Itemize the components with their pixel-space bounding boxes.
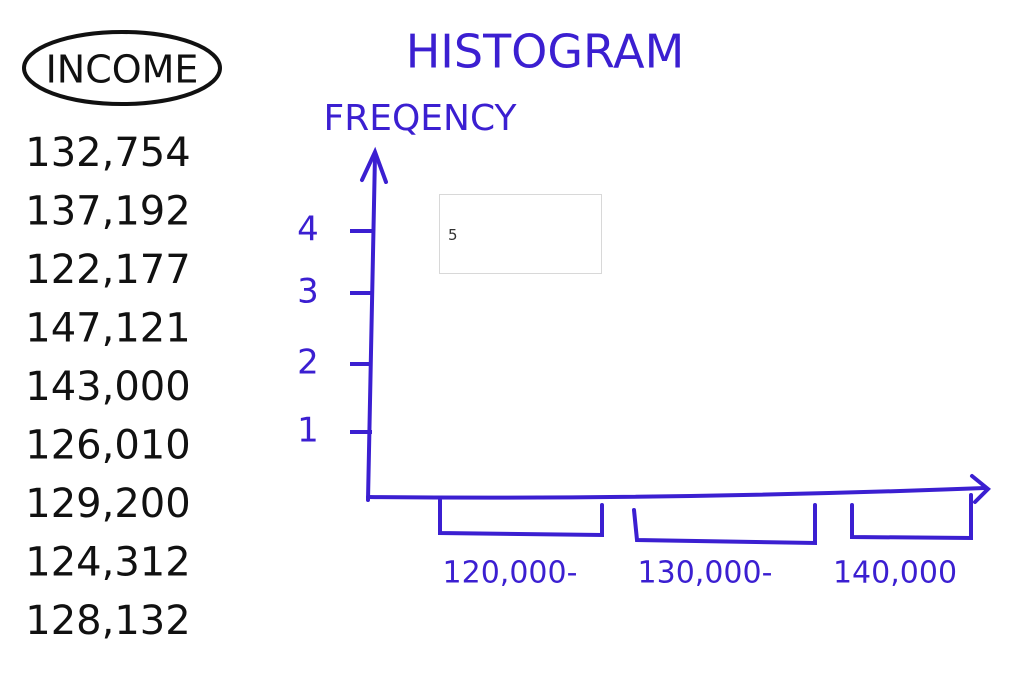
bin-bracket [850,493,973,541]
income-value: 129,200 [25,481,190,527]
income-value: 137,192 [25,189,190,235]
y-tick-label: 4 [297,210,319,250]
x-arrow [970,474,991,504]
y-tick-label: 2 [297,343,319,383]
y-ticks: 1 2 3 4 [297,210,372,451]
x-axis [366,486,987,500]
y-axis-label: FREQENCY [324,98,518,139]
income-value: 132,754 [25,130,190,176]
y-axis [366,153,377,502]
income-value: 128,132 [25,598,190,644]
bin-label: 120,000- [443,556,578,591]
income-value: 122,177 [25,247,190,293]
bin-bracket [632,503,817,546]
income-list: 132,754 137,192 122,177 147,121 143,000 126,0… [25,130,190,644]
y-arrow [360,146,388,184]
income-value: 124,312 [25,540,190,586]
bin-label: 130,000- [638,556,773,591]
income-ellipse [22,30,222,106]
income-value: 147,121 [25,306,190,352]
bin-label: 140,000 [833,556,957,591]
y-tick-label: 1 [297,411,319,451]
income-value: 143,000 [25,364,190,410]
bin-labels: 120,000- 130,000- 140,000 [443,556,957,591]
y-tick-label: 3 [297,272,319,312]
income-title: INCOME [46,48,199,92]
income-value: 126,010 [25,423,190,469]
histogram-title: HISTOGRAM [406,25,685,79]
bin-bracket [438,498,604,538]
answer-input[interactable]: 5 [439,194,602,274]
axes [360,146,991,546]
